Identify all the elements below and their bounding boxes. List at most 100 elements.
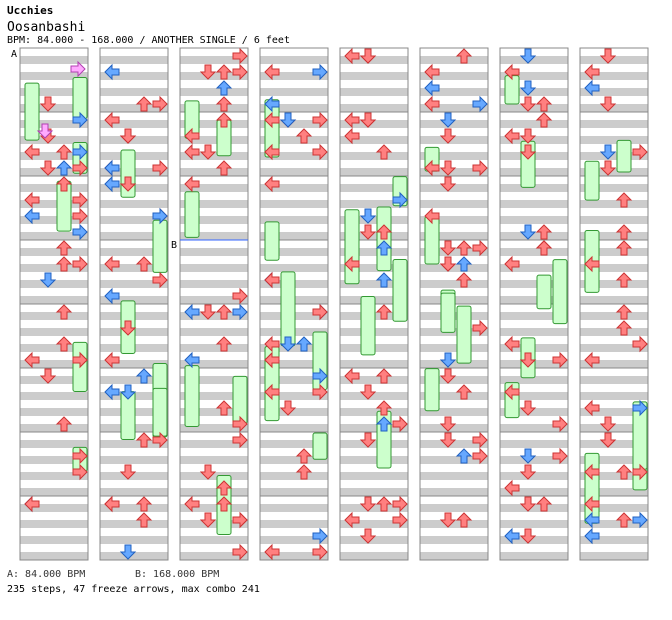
freeze-arrow <box>312 432 328 460</box>
step-arrow <box>295 128 313 144</box>
step-arrow <box>615 192 633 208</box>
step-arrow <box>152 159 168 177</box>
step-arrow <box>615 240 633 256</box>
step-arrow <box>392 511 408 529</box>
step-arrow <box>72 447 88 465</box>
step-arrow <box>584 351 600 369</box>
step-arrow <box>264 543 280 561</box>
step-arrow <box>264 95 280 113</box>
freeze-arrow <box>152 219 168 273</box>
step-arrow <box>519 400 537 416</box>
step-arrow <box>439 128 457 144</box>
step-arrow <box>104 175 120 193</box>
bpm-legend-a: A: 84.000 BPM <box>7 569 86 580</box>
step-arrow <box>504 127 520 145</box>
step-arrow <box>359 112 377 128</box>
step-arrow <box>599 96 617 112</box>
step-arrow <box>264 383 280 401</box>
step-arrow <box>55 176 73 192</box>
step-arrow <box>344 127 360 145</box>
step-arrow <box>344 511 360 529</box>
step-arrow <box>359 528 377 544</box>
step-arrow <box>312 367 328 385</box>
step-arrow <box>424 95 440 113</box>
freeze-arrow <box>456 305 472 364</box>
step-arrow <box>424 63 440 81</box>
column-border <box>259 47 329 561</box>
bpm-marker-b: B <box>171 240 177 251</box>
step-arrow <box>344 111 360 129</box>
step-arrow <box>215 496 233 512</box>
step-arrow <box>392 191 408 209</box>
step-arrow <box>199 304 217 320</box>
step-arrow <box>232 511 248 529</box>
column-border <box>579 47 649 561</box>
step-arrow <box>375 144 393 160</box>
step-arrow <box>55 336 73 352</box>
step-arrow <box>264 351 280 369</box>
step-arrow <box>359 208 377 224</box>
step-arrow <box>439 160 457 176</box>
step-arrow <box>359 384 377 400</box>
step-arrow <box>455 240 473 256</box>
chart-stats: 235 steps, 47 freeze arrows, max combo 2… <box>7 584 260 595</box>
step-arrow <box>232 47 248 65</box>
freeze-arrow <box>184 191 200 238</box>
step-arrow <box>24 351 40 369</box>
step-arrow <box>375 304 393 320</box>
step-arrow <box>375 416 393 432</box>
step-arrow <box>24 143 40 161</box>
step-arrow <box>232 303 248 321</box>
step-arrow <box>104 63 120 81</box>
step-arrow <box>519 496 537 512</box>
step-arrow <box>584 463 600 481</box>
freeze-arrow <box>536 274 552 310</box>
step-arrow <box>535 224 553 240</box>
step-arrow <box>72 111 88 129</box>
step-arrow <box>439 352 457 368</box>
step-arrow <box>264 143 280 161</box>
step-arrow <box>455 48 473 64</box>
step-arrow <box>375 400 393 416</box>
step-arrow <box>184 175 200 193</box>
step-arrow <box>455 256 473 272</box>
step-arrow <box>184 127 200 145</box>
step-arrow <box>119 544 137 560</box>
step-arrow <box>344 367 360 385</box>
step-arrow <box>504 479 520 497</box>
step-arrow <box>455 384 473 400</box>
freeze-arrow <box>552 259 568 325</box>
step-arrow <box>632 511 648 529</box>
step-arrow <box>55 160 73 176</box>
column-border <box>19 47 89 561</box>
step-arrow <box>72 191 88 209</box>
step-arrow <box>264 111 280 129</box>
step-arrow <box>70 60 86 78</box>
bpm-marker-a: A <box>11 49 17 60</box>
step-arrow <box>36 123 54 139</box>
step-arrow <box>584 527 600 545</box>
step-arrow <box>104 351 120 369</box>
step-arrow <box>519 448 537 464</box>
step-arrow <box>472 447 488 465</box>
step-arrow <box>519 464 537 480</box>
step-arrow <box>55 416 73 432</box>
step-arrow <box>135 368 153 384</box>
step-arrow <box>72 351 88 369</box>
step-arrow <box>295 464 313 480</box>
step-arrow <box>215 480 233 496</box>
step-arrow <box>55 240 73 256</box>
step-arrow <box>152 95 168 113</box>
step-arrow <box>519 352 537 368</box>
step-arrow <box>215 304 233 320</box>
step-arrow <box>584 511 600 529</box>
step-arrow <box>232 415 248 433</box>
step-arrow <box>312 63 328 81</box>
step-arrow <box>375 368 393 384</box>
step-arrow <box>359 224 377 240</box>
step-arrow <box>24 207 40 225</box>
step-arrow <box>424 207 440 225</box>
step-arrow <box>152 431 168 449</box>
step-arrow <box>295 448 313 464</box>
step-arrow <box>312 111 328 129</box>
